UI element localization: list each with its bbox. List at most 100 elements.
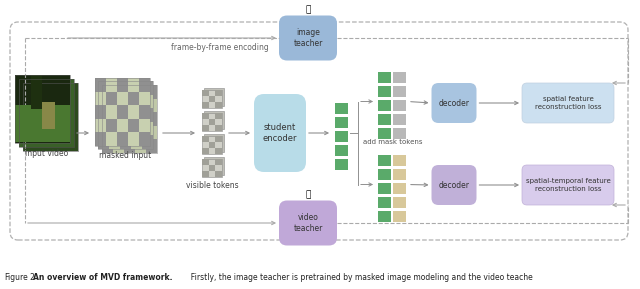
Bar <box>139 132 150 146</box>
Text: 🔒: 🔒 <box>305 5 310 14</box>
Bar <box>98 108 109 122</box>
Bar <box>113 85 124 99</box>
Bar <box>335 103 348 114</box>
Text: student
encoder: student encoder <box>263 123 297 143</box>
Bar <box>335 159 348 170</box>
Text: image
teacher: image teacher <box>293 28 323 48</box>
Bar <box>142 122 153 136</box>
Bar <box>215 113 222 119</box>
Bar <box>393 114 406 125</box>
Bar <box>128 92 139 105</box>
Bar <box>128 132 139 146</box>
Bar <box>393 183 406 194</box>
Bar <box>131 108 142 122</box>
Bar <box>202 159 209 165</box>
Bar <box>204 111 224 129</box>
Bar <box>202 171 209 177</box>
Bar <box>142 136 153 149</box>
Text: decoder: decoder <box>438 99 470 108</box>
Bar <box>378 86 391 97</box>
Bar <box>109 95 120 108</box>
Text: spatial feature
reconstruction loss: spatial feature reconstruction loss <box>535 96 601 110</box>
FancyBboxPatch shape <box>279 16 337 60</box>
Bar <box>378 155 391 166</box>
Bar <box>95 92 106 105</box>
Bar <box>128 105 139 119</box>
Bar <box>393 211 406 222</box>
Bar <box>393 128 406 139</box>
Bar <box>131 81 142 95</box>
Bar <box>98 81 153 149</box>
Bar <box>393 100 406 111</box>
Bar <box>204 134 224 152</box>
Bar <box>106 119 117 132</box>
Bar <box>31 75 42 109</box>
Text: masked input: masked input <box>99 151 152 160</box>
FancyBboxPatch shape <box>522 165 614 205</box>
Bar <box>106 132 117 146</box>
Bar <box>215 148 222 154</box>
FancyBboxPatch shape <box>279 201 337 245</box>
Bar <box>139 92 150 105</box>
Bar <box>19 79 74 147</box>
Bar <box>146 112 157 126</box>
Bar <box>202 159 222 177</box>
Text: input video: input video <box>25 149 68 158</box>
Bar <box>204 88 224 106</box>
Bar <box>202 136 209 142</box>
Bar <box>378 128 391 139</box>
Bar <box>124 139 135 153</box>
Bar <box>113 139 124 153</box>
Bar <box>142 95 153 108</box>
Text: F: F <box>4 273 8 283</box>
Bar <box>202 113 222 131</box>
Bar <box>102 112 113 126</box>
Bar <box>393 197 406 208</box>
Bar <box>106 105 117 119</box>
Bar <box>95 119 106 132</box>
Bar <box>42 102 55 129</box>
Bar <box>209 142 215 148</box>
Bar <box>102 85 157 153</box>
Bar <box>109 122 120 136</box>
Bar <box>393 86 406 97</box>
Bar <box>102 85 157 153</box>
Bar <box>102 99 113 112</box>
Bar <box>15 75 70 143</box>
Bar <box>378 72 391 83</box>
Text: frame-by-frame encoding: frame-by-frame encoding <box>171 44 269 53</box>
Bar <box>120 95 131 108</box>
Bar <box>131 122 142 136</box>
Bar <box>146 85 157 99</box>
Bar <box>378 100 391 111</box>
Bar <box>95 132 106 146</box>
Bar <box>117 92 128 105</box>
Bar <box>95 78 150 146</box>
Bar <box>95 78 106 92</box>
Text: add mask tokens: add mask tokens <box>364 139 423 145</box>
Bar <box>393 72 406 83</box>
Bar <box>102 85 113 99</box>
Bar <box>215 125 222 131</box>
Bar <box>15 75 70 143</box>
Bar <box>135 139 146 153</box>
Bar <box>102 126 113 139</box>
Bar <box>378 211 391 222</box>
Text: Firstly, the image teacher is pretrained by masked image modeling and the video : Firstly, the image teacher is pretrained… <box>186 273 532 283</box>
Bar <box>202 125 209 131</box>
Bar <box>117 78 128 92</box>
Bar <box>117 132 128 146</box>
Text: decoder: decoder <box>438 181 470 190</box>
Bar <box>124 126 135 139</box>
FancyBboxPatch shape <box>254 94 306 172</box>
Bar <box>19 79 74 147</box>
Bar <box>135 112 146 126</box>
Bar <box>146 99 157 112</box>
Bar <box>113 112 124 126</box>
Bar <box>209 119 215 125</box>
Bar <box>128 78 139 92</box>
Bar <box>117 119 128 132</box>
Bar <box>98 81 109 95</box>
Bar <box>335 131 348 142</box>
Bar <box>204 157 224 175</box>
